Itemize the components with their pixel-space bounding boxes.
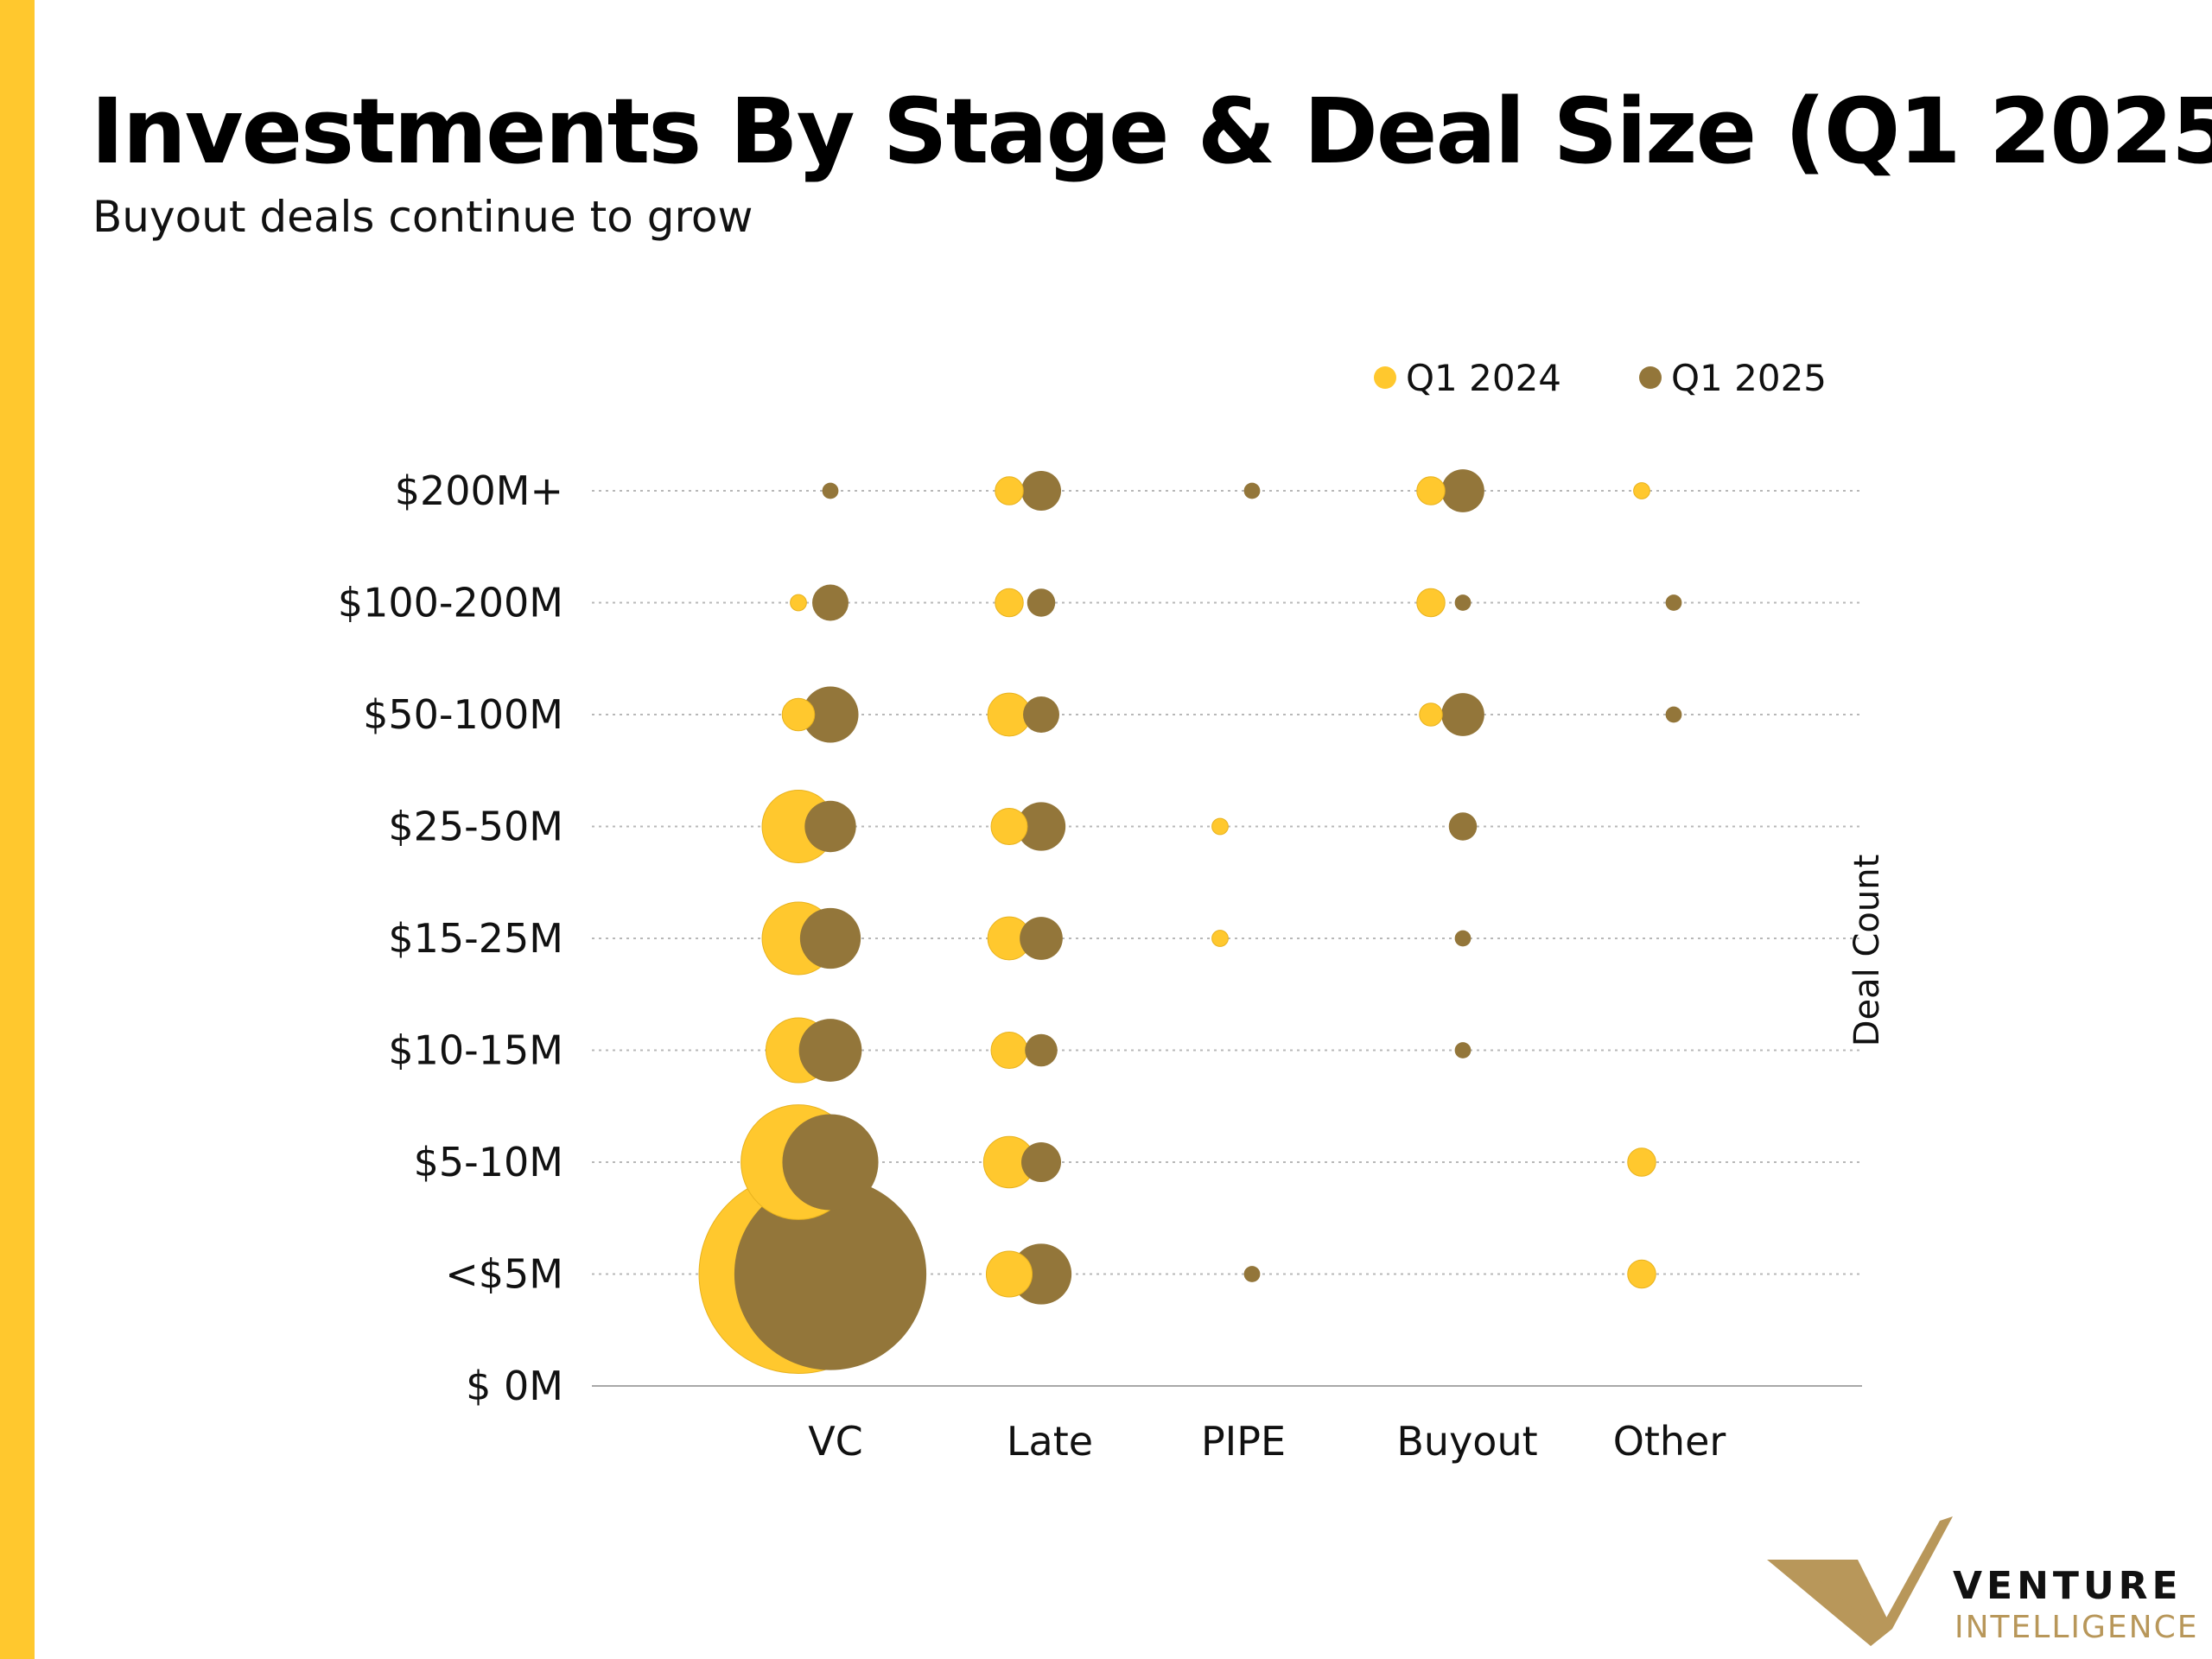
bubble-q1-2024-other-200m	[1633, 482, 1650, 499]
y-tick-label-25-50m: $25-50M	[388, 804, 563, 850]
x-tick-label-other: Other	[1613, 1418, 1726, 1465]
bubble-q1-2025-buyout-100-200m	[1454, 594, 1471, 611]
bubble-q1-2025-vc-50-100m	[802, 686, 859, 743]
bubble-q1-2025-buyout-25-50m	[1448, 812, 1478, 841]
bubble-q1-2025-buyout-15-25m	[1454, 930, 1471, 947]
bubble-q1-2025-late-50-100m	[1023, 696, 1059, 733]
x-tick-label-buyout: Buyout	[1396, 1418, 1537, 1465]
bubble-q1-2024-late-200m	[995, 476, 1024, 505]
y-tick-label-5m: <$5M	[445, 1251, 563, 1298]
bubble-q1-2025-buyout-200m	[1441, 469, 1484, 512]
y-tick-label-100-200m: $100-200M	[338, 580, 563, 626]
size-axis-label: Deal Count	[1847, 855, 1887, 1047]
x-tick-label-vc: VC	[808, 1418, 863, 1465]
bubble-q1-2025-vc-15-25m	[799, 907, 861, 969]
bubble-q1-2024-vc-50-100m	[781, 697, 816, 732]
bubble-q1-2025-pipe-200m	[1243, 482, 1261, 499]
bubble-q1-2024-pipe-15-25m	[1211, 930, 1229, 947]
page-title: Investments By Stage & Deal Size (Q1 202…	[91, 79, 2212, 184]
legend: Q1 2024 Q1 2025	[1374, 357, 1827, 399]
bubble-q1-2024-buyout-100-200m	[1416, 588, 1446, 618]
bubble-q1-2025-buyout-50-100m	[1441, 693, 1484, 736]
bubble-q1-2024-buyout-200m	[1416, 476, 1446, 505]
bubble-q1-2025-other-100-200m	[1665, 594, 1682, 611]
bubble-q1-2024-late-10-15m	[990, 1032, 1028, 1069]
bubble-q1-2024-vc-100-200m	[790, 594, 807, 612]
logo-wordmark-secondary: INTELLIGENCE	[1955, 1610, 2199, 1645]
bubble-q1-2025-late-100-200m	[1027, 588, 1056, 617]
page-subtitle: Buyout deals continue to grow	[92, 192, 753, 242]
bubble-q1-2025-vc-100-200m	[812, 584, 849, 621]
legend-marker-q1-2024	[1374, 366, 1396, 389]
bubble-q1-2024-late-25-50m	[990, 808, 1028, 845]
bubble-q1-2024-other-5m	[1627, 1259, 1656, 1289]
x-tick-label-pipe: PIPE	[1201, 1418, 1286, 1465]
y-tick-label-200m: $200M+	[395, 467, 563, 514]
checkmark-v-logo-icon	[1767, 1516, 1953, 1646]
bubble-q1-2025-late-25-50m	[1016, 802, 1066, 851]
bubble-q1-2025-other-50-100m	[1665, 706, 1682, 723]
bubble-q1-2025-late-5-10m	[1021, 1142, 1061, 1182]
legend-label-q1-2025: Q1 2025	[1671, 357, 1827, 399]
y-tick-label-15-25m: $15-25M	[388, 915, 563, 962]
x-axis-tick-labels: VC Late PIPE Buyout Other	[808, 1418, 1726, 1465]
bubble-q1-2025-vc-200m	[822, 482, 839, 499]
bubble-q1-2024-pipe-25-50m	[1211, 817, 1229, 836]
accent-bar	[0, 0, 35, 1659]
bubble-q1-2024-other-5-10m	[1627, 1147, 1656, 1177]
bubble-layer	[698, 469, 1682, 1374]
x-tick-label-late: Late	[1007, 1418, 1093, 1465]
bubble-q1-2025-vc-25-50m	[804, 800, 856, 853]
bubble-q1-2025-late-200m	[1021, 471, 1061, 511]
bubble-q1-2025-buyout-10-15m	[1454, 1042, 1471, 1058]
bubble-q1-2024-late-5m	[985, 1250, 1033, 1298]
venture-intelligence-logo: VENTURE INTELLIGENCE	[1763, 1516, 2199, 1655]
y-tick-label-0m: $ 0M	[466, 1363, 563, 1409]
bubble-q1-2025-vc-10-15m	[798, 1019, 862, 1082]
bubble-q1-2025-late-10-15m	[1025, 1033, 1058, 1067]
y-axis-tick-labels: $ 0M <$5M $5-10M $10-15M $15-25M $25-50M $50-1…	[338, 467, 563, 1409]
bubble-q1-2024-buyout-50-100m	[1419, 702, 1443, 727]
legend-label-q1-2024: Q1 2024	[1406, 357, 1561, 399]
bubble-q1-2025-vc-5-10m	[782, 1114, 879, 1211]
y-tick-label-10-15m: $10-15M	[388, 1027, 563, 1074]
bubble-q1-2025-pipe-5m	[1243, 1266, 1261, 1282]
bubble-q1-2025-vc-5m	[734, 1178, 927, 1370]
bubble-q1-2024-late-100-200m	[995, 588, 1024, 618]
y-tick-label-50-100m: $50-100M	[363, 691, 563, 738]
y-tick-label-5-10m: $5-10M	[414, 1139, 563, 1185]
bubble-q1-2025-late-15-25m	[1020, 917, 1063, 960]
logo-wordmark-primary: VENTURE	[1953, 1564, 2183, 1608]
legend-marker-q1-2025	[1639, 366, 1662, 389]
